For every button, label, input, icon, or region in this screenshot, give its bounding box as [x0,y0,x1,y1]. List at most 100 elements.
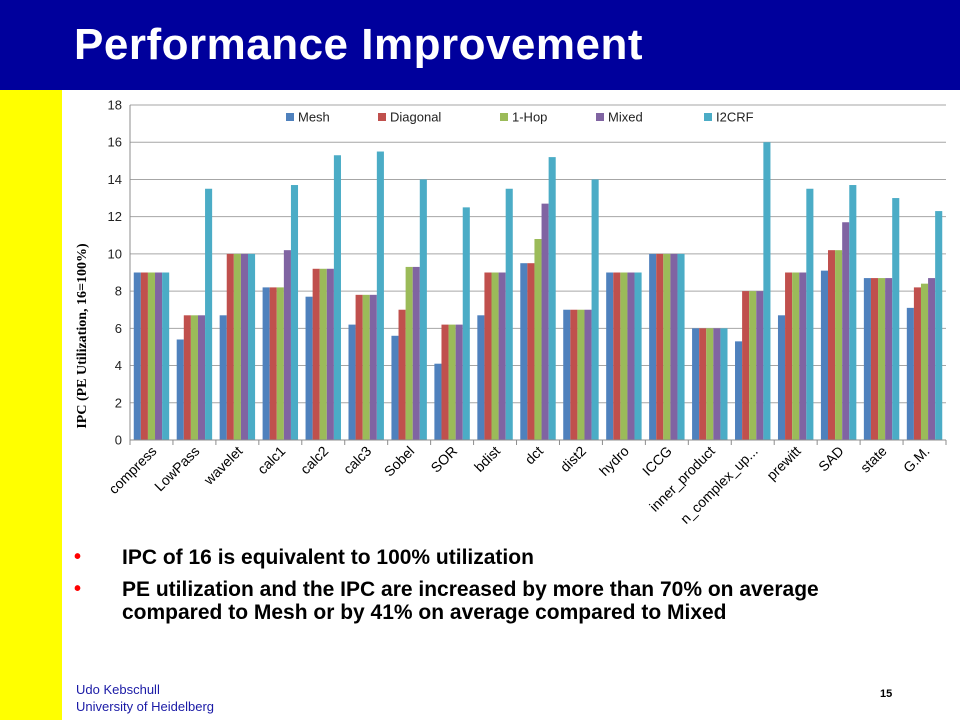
bar-i2crf-dist2 [591,179,599,440]
y-axis-label: IPC (PE Utilization, 16=100%) [75,243,90,429]
bar-mesh-n-complex-up- [735,341,743,440]
bar-i2crf-calc2 [333,155,341,440]
bar-mesh-calc2 [305,296,313,440]
bar-i2crf-state [892,198,900,440]
bar-mixed-sad [842,222,850,440]
bar-diagonal-iccg [656,253,664,440]
bar-diagonal-prewitt [785,272,793,440]
bar-mixed-inner-product [713,328,721,440]
x-tick-label: SOR [427,443,460,476]
bullet-marker: • [74,578,82,600]
bar-mixed-calc1 [283,250,291,440]
bar-diagonal-dct [527,263,535,440]
bar-1-hop-calc1 [276,287,284,440]
bar-1-hop-prewitt [792,272,800,440]
bar-mesh-calc3 [348,324,356,440]
bar-mixed-dist2 [584,309,592,440]
legend-label-i2crf: I2CRF [716,110,754,125]
left-accent-strip [0,90,62,720]
author-name: Udo Kebschull [76,682,160,697]
bar-i2crf-calc3 [376,151,384,440]
chart-bars [133,142,943,440]
legend-label-1-hop: 1-Hop [512,110,547,125]
bar-i2crf-g-m- [935,211,943,440]
bar-i2crf-n-complex-up- [763,142,771,440]
x-tick-label: dct [522,443,547,468]
bar-diagonal-sobel [398,309,406,440]
bar-i2crf-sobel [419,179,427,440]
bar-mesh-hydro [606,272,614,440]
bar-mesh-lowpass [176,339,184,440]
bar-1-hop-dct [534,239,542,440]
bar-mixed-iccg [670,253,678,440]
y-tick-label: 8 [115,284,122,299]
x-tick-label: wavelet [200,443,246,489]
bar-mesh-iccg [649,253,657,440]
bar-diagonal-dist2 [570,309,578,440]
y-tick-label: 14 [108,172,122,187]
bar-mesh-dist2 [563,309,571,440]
bar-i2crf-sad [849,185,857,440]
bar-i2crf-inner-product [720,328,728,440]
chart-legend: Mesh Diagonal 1-Hop Mixed I2CRF [286,110,754,125]
bar-i2crf-prewitt [806,188,814,440]
bar-1-hop-dist2 [577,309,585,440]
bar-1-hop-sor [448,324,456,440]
x-tick-label: bdist [471,443,503,475]
bar-i2crf-dct [548,157,556,440]
bullet-text: IPC of 16 is equivalent to 100% utilizat… [122,546,534,569]
bar-diagonal-state [870,278,879,440]
bar-1-hop-n-complex-up- [749,291,757,440]
bar-1-hop-state [878,278,886,440]
y-tick-label: 10 [108,246,122,261]
bullet-item: • IPC of 16 is equivalent to 100% utiliza… [70,546,920,569]
bar-mixed-compress [155,272,163,440]
y-tick-label: 16 [108,135,122,150]
bar-diagonal-g-m- [913,287,921,440]
bar-1-hop-g-m- [920,283,929,440]
bar-1-hop-wavelet [233,253,241,440]
bullet-text: PE utilization and the IPC are increased… [122,578,819,624]
bar-mixed-n-complex-up- [756,291,764,440]
y-tick-label: 0 [115,433,122,448]
bar-mesh-sor [434,363,442,440]
bar-mixed-state [885,278,893,440]
bar-diagonal-calc2 [312,268,320,440]
x-tick-label: LowPass [151,443,202,494]
bar-1-hop-inner-product [706,328,714,440]
bar-diagonal-lowpass [183,315,191,440]
bar-mixed-lowpass [197,315,206,440]
bar-diagonal-bdist [484,272,492,440]
page-number: 15 [880,688,893,700]
x-tick-label: n_complex_up... [677,443,761,527]
bar-i2crf-wavelet [247,253,256,440]
x-tick-label: dist2 [557,443,589,475]
legend-swatch-1-hop [500,113,508,121]
bar-mesh-bdist [477,315,485,440]
y-tick-label: 2 [115,395,122,410]
x-tick-label: prewitt [763,443,804,484]
bar-1-hop-calc3 [362,294,370,440]
x-tick-label: calc2 [297,443,332,478]
bar-mixed-prewitt [799,272,807,440]
bullet-list: • IPC of 16 is equivalent to 100% utiliza… [70,546,920,633]
header-bar [0,0,960,90]
legend-swatch-mesh [286,113,294,121]
author-affiliation: University of Heidelberg [76,699,215,714]
x-tick-label: SAD [815,443,847,475]
y-tick-label: 12 [108,209,122,224]
footer-author: Udo Kebschull University of Heidelberg [76,681,214,715]
bar-i2crf-calc1 [290,185,299,440]
bar-1-hop-compress [147,272,156,440]
legend-label-mixed: Mixed [608,110,643,125]
bar-mesh-sad [820,270,829,440]
y-tick-label: 6 [115,321,122,336]
bar-mixed-sor [455,324,463,440]
bar-i2crf-iccg [677,253,685,440]
x-tick-label: hydro [596,443,632,479]
x-tick-label: calc3 [340,443,375,478]
bar-i2crf-compress [162,272,170,440]
x-tick-label: calc1 [254,443,289,478]
bar-1-hop-bdist [491,272,499,440]
